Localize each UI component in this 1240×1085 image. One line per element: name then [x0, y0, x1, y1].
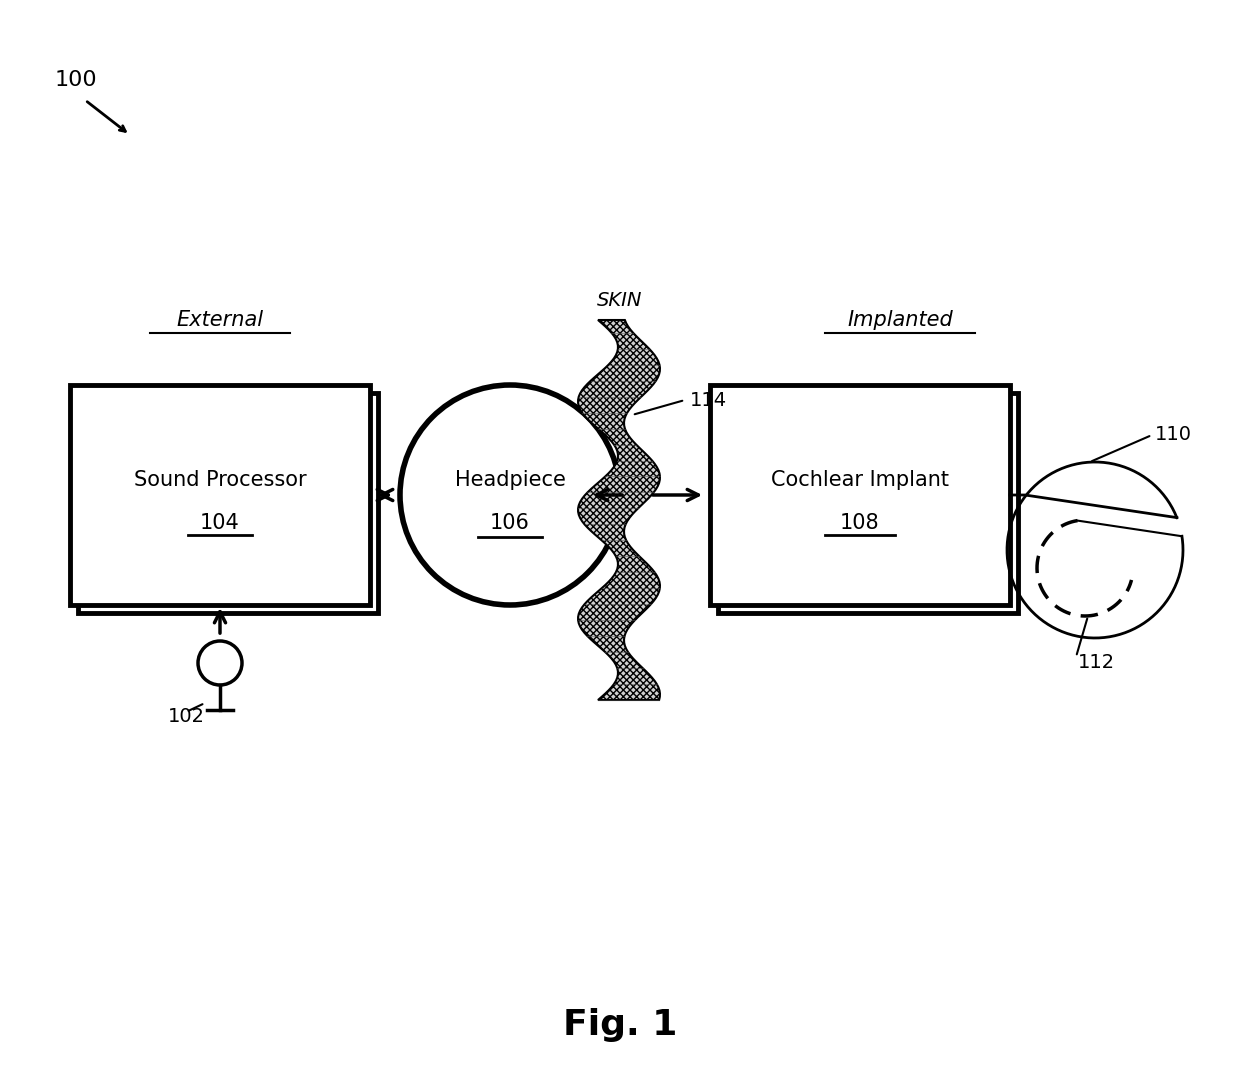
- Text: Implanted: Implanted: [847, 310, 952, 330]
- Text: 110: 110: [1154, 425, 1192, 445]
- Text: 108: 108: [841, 513, 880, 533]
- Polygon shape: [578, 320, 660, 700]
- Text: 112: 112: [1078, 653, 1115, 673]
- Text: Sound Processor: Sound Processor: [134, 470, 306, 490]
- Text: Headpiece: Headpiece: [455, 470, 565, 490]
- Circle shape: [198, 641, 242, 685]
- Text: SKIN: SKIN: [598, 291, 642, 310]
- Text: 100: 100: [55, 71, 98, 90]
- Text: 104: 104: [200, 513, 239, 533]
- Text: 106: 106: [490, 513, 529, 533]
- Bar: [711, 385, 1011, 605]
- Text: External: External: [176, 310, 263, 330]
- Bar: [78, 393, 378, 613]
- Text: Cochlear Implant: Cochlear Implant: [771, 470, 949, 490]
- Text: 114: 114: [689, 391, 727, 409]
- Bar: [718, 393, 1018, 613]
- Circle shape: [401, 385, 620, 605]
- Text: Fig. 1: Fig. 1: [563, 1008, 677, 1042]
- Text: 102: 102: [167, 707, 205, 727]
- Bar: [69, 385, 370, 605]
